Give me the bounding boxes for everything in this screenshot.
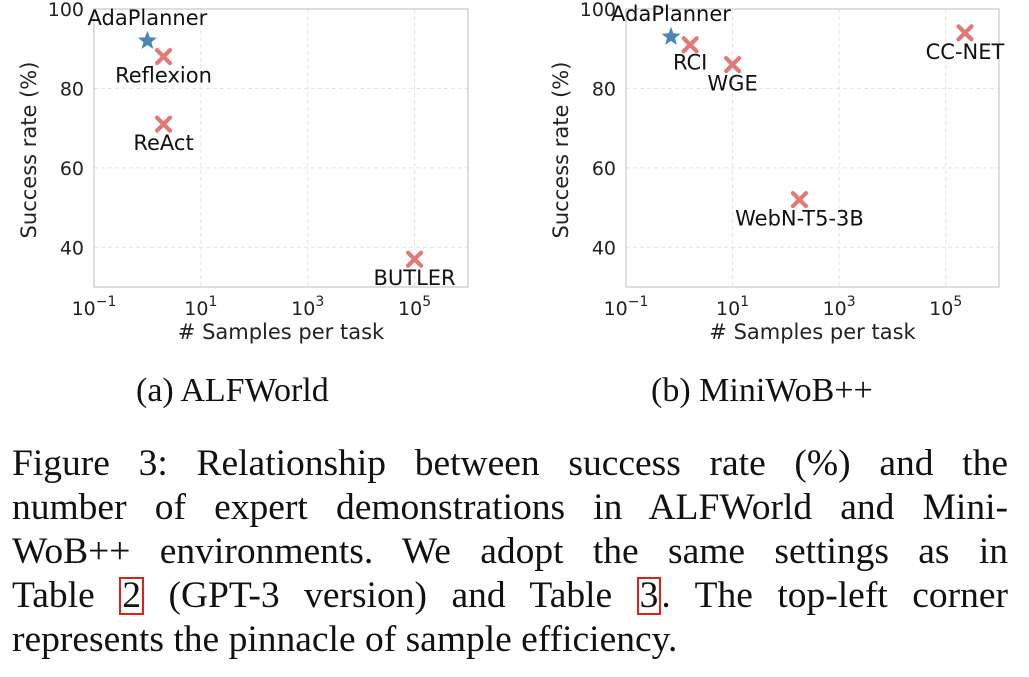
x-tick-label: 103 — [823, 294, 856, 320]
caption-line: WoB++ environments. We adopt the same se… — [12, 531, 1008, 572]
point-label-wge: WGE — [707, 72, 757, 96]
point-marker-cc-net — [956, 24, 974, 42]
subcaption-alfworld: (a) ALFWorld — [136, 372, 329, 409]
x-tick-label: 101 — [184, 294, 217, 320]
point-marker-adaplanner — [137, 30, 157, 49]
point-marker-react — [154, 115, 173, 133]
point-marker-wge — [723, 56, 742, 74]
point-marker-butler — [405, 250, 424, 268]
figure-caption: Figure 3: Relationship between success r… — [12, 442, 1008, 662]
y-tick-label: 60 — [60, 158, 84, 180]
y-tick-label: 40 — [592, 237, 616, 259]
point-label-adaplanner: AdaPlanner — [88, 6, 208, 30]
point-label-react: ReAct — [133, 131, 193, 155]
x-tick-label: 105 — [929, 294, 962, 320]
caption-line: represents the pinnacle of sample effici… — [12, 619, 678, 660]
point-marker-adaplanner — [661, 26, 681, 45]
y-axis-label: Success rate (%) — [549, 62, 573, 239]
x-tick-label: 10−1 — [72, 294, 117, 320]
point-label-reflexion: Reflexion — [115, 64, 212, 88]
point-label-adaplanner: AdaPlanner — [611, 2, 731, 26]
x-tick-label: 10−1 — [604, 294, 649, 320]
y-tick-label: 80 — [592, 78, 616, 100]
table-reference-link[interactable]: 3 — [636, 577, 662, 615]
y-tick-label: 60 — [592, 158, 616, 180]
panel-alfworld: 10−1 101 103 105 40 60 80 100 # Samples per task… — [17, 0, 469, 344]
y-tick-label: 100 — [48, 0, 84, 21]
x-axis-label: # Samples per task — [709, 320, 916, 344]
table-reference-link[interactable]: 2 — [119, 577, 144, 615]
point-label-rci: RCI — [673, 51, 707, 75]
point-label-webn-t5-3b: WebN-T5-3B — [735, 207, 864, 231]
y-axis-label: Success rate (%) — [17, 62, 41, 239]
figure-plots: 10−1 101 103 105 40 60 80 100 # Samples per task… — [17, 0, 1005, 344]
caption-line: number of expert demonstrations in ALFWo… — [12, 487, 1008, 528]
caption-line: Table 2 (GPT-3 version) and Table 3. The… — [12, 575, 1008, 616]
y-tick-label: 80 — [60, 78, 84, 100]
plot-frame — [625, 8, 1000, 288]
x-tick-label: 105 — [398, 294, 431, 320]
x-axis-label: # Samples per task — [178, 320, 385, 344]
plot-frame — [93, 8, 469, 288]
point-marker-rci — [681, 36, 699, 54]
y-tick-label: 100 — [580, 0, 616, 21]
point-label-butler: BUTLER — [373, 266, 455, 290]
point-marker-reflexion — [154, 48, 173, 66]
subcaption-miniwob: (b) MiniWoB++ — [651, 372, 873, 409]
point-label-cc-net: CC-NET — [926, 40, 1005, 64]
panel-miniwob: 10−1 101 103 105 40 60 80 100 # Samples per task… — [549, 0, 1005, 344]
x-tick-label: 101 — [716, 294, 749, 320]
point-marker-webn-t5-3b — [790, 191, 809, 209]
caption-line: Figure 3: Relationship between success r… — [12, 443, 1008, 484]
y-tick-label: 40 — [60, 237, 84, 259]
x-tick-label: 103 — [291, 294, 324, 320]
